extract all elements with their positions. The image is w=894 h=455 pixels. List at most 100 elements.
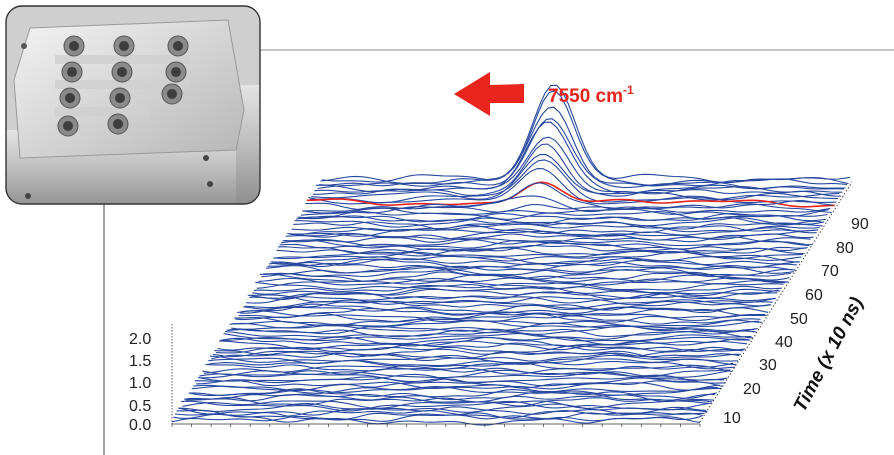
time-tick-label: 80: [836, 240, 854, 257]
trace-line: [300, 207, 829, 217]
trace-line: [267, 261, 796, 271]
trace-line: [193, 381, 722, 392]
trace-group: [171, 84, 851, 426]
trace-line: [218, 340, 748, 351]
bnc-connector-core: [119, 41, 129, 51]
bnc-connector-core: [117, 67, 127, 77]
time-tick-label: 20: [743, 381, 761, 398]
bnc-connector-core: [115, 93, 125, 103]
trace-line: [196, 376, 725, 387]
trace-line: [311, 153, 840, 201]
baseline-ticks: [171, 424, 701, 427]
trace-line: [271, 254, 801, 265]
time-tick-label: 50: [790, 311, 808, 328]
photo-frame: [5, 5, 261, 205]
trace-line: [237, 310, 766, 322]
trace-line: [190, 386, 719, 397]
z-tick-label: 0.0: [129, 417, 151, 434]
peak-annotation: 7550 cm-1: [454, 72, 634, 116]
z-axis: 0.0 0.5 1.0 1.5 2.0: [129, 324, 173, 434]
trace-line: [293, 220, 822, 231]
z-tick-label: 1.0: [129, 375, 151, 392]
z-tick-label: 0.5: [129, 398, 151, 415]
trace-line: [297, 212, 826, 223]
z-tick-label: 2.0: [129, 331, 151, 348]
trace-line: [250, 288, 779, 299]
trace-line: [299, 211, 828, 220]
trace-line: [255, 281, 784, 291]
time-tick-label: 30: [759, 357, 777, 374]
trace-line: [291, 223, 820, 233]
trace-line: [215, 345, 744, 355]
trace-line: [229, 322, 758, 333]
trace-line: [276, 247, 805, 257]
bnc-connector-core: [63, 121, 73, 131]
trace-line: [256, 280, 785, 289]
trace-line: [243, 300, 772, 311]
trace-line: [224, 330, 754, 340]
trace-line: [194, 378, 723, 389]
trace-line: [281, 239, 810, 250]
trace-line: [191, 384, 720, 394]
trace-line: [188, 388, 717, 399]
connector-group: [57, 35, 189, 137]
instrument-photo: [6, 6, 260, 204]
trace-line: [318, 106, 848, 187]
trace-line: [199, 371, 728, 383]
annotation-text: 7550 cm: [548, 86, 623, 107]
trace-line: [279, 241, 808, 252]
trace-line: [187, 391, 716, 401]
z-tick-label: 1.5: [129, 353, 151, 370]
trace-line: [212, 350, 741, 359]
trace-line: [244, 299, 773, 309]
trace-line: [231, 320, 760, 330]
trace-line: [247, 293, 776, 304]
trace-line: [217, 342, 746, 353]
trace-line: [240, 306, 769, 315]
annotation-superscript: -1: [623, 83, 634, 97]
highlighted-trace: [306, 181, 835, 208]
trace-line: [185, 394, 714, 403]
trace-line: [302, 203, 831, 214]
bnc-connector-core: [173, 41, 183, 51]
trace-line: [268, 259, 798, 269]
trace-line: [294, 217, 823, 228]
trace-line: [288, 227, 817, 237]
time-tick-label: 10: [723, 410, 741, 427]
trace-line: [209, 354, 738, 364]
trace-line: [258, 277, 787, 286]
bnc-connector-core: [167, 89, 177, 99]
time-tick-label: 60: [805, 287, 823, 304]
trace-line: [203, 364, 732, 375]
trace-line: [238, 307, 767, 319]
trace-line: [235, 312, 764, 323]
trace-line: [303, 195, 832, 214]
red-arrow-icon: [454, 72, 524, 116]
trace-line: [308, 168, 837, 205]
trace-line: [314, 136, 843, 195]
trace-line: [171, 415, 701, 426]
trace-line: [312, 143, 841, 197]
trace-line: [205, 362, 734, 372]
time-tick-label: 40: [775, 334, 793, 351]
bnc-connector-core: [69, 41, 79, 51]
trace-line: [228, 325, 757, 335]
trace-line: [278, 245, 807, 254]
trace-line: [282, 237, 811, 247]
trace-line: [305, 182, 834, 210]
trace-line: [174, 412, 704, 421]
trace-line: [264, 267, 793, 276]
trace-line: [197, 373, 726, 384]
trace-line: [284, 234, 813, 246]
bnc-connector-core: [65, 93, 75, 103]
bnc-connector-core: [113, 119, 123, 129]
time-tick-label: 70: [821, 263, 839, 280]
trace-line: [214, 346, 743, 357]
trace-line: [184, 397, 713, 407]
trace-line: [179, 402, 708, 413]
trace-line: [182, 400, 711, 409]
time-tick-label: 90: [851, 216, 869, 233]
trace-line: [253, 283, 782, 295]
trace-line: [309, 159, 838, 204]
